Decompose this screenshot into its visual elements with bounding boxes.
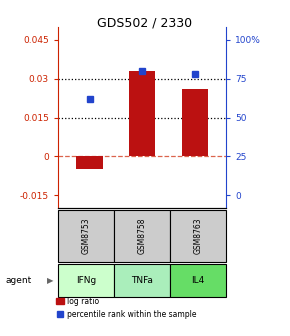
Text: GSM8758: GSM8758	[137, 218, 147, 254]
Bar	[114, 210, 170, 262]
Bar	[58, 264, 114, 297]
Bar	[170, 264, 226, 297]
Bar	[182, 89, 208, 157]
Bar	[129, 71, 155, 157]
Text: GDS502 / 2330: GDS502 / 2330	[97, 17, 193, 30]
Text: IL4: IL4	[191, 276, 205, 285]
Text: GSM8753: GSM8753	[81, 218, 90, 254]
Text: ▶: ▶	[47, 276, 54, 285]
Text: IFNg: IFNg	[76, 276, 96, 285]
Bar	[170, 210, 226, 262]
Text: TNFa: TNFa	[131, 276, 153, 285]
Legend: log ratio, percentile rank within the sample: log ratio, percentile rank within the sa…	[56, 297, 197, 319]
Bar	[58, 210, 114, 262]
Text: agent: agent	[6, 276, 32, 285]
Bar	[76, 157, 103, 169]
Text: GSM8763: GSM8763	[194, 218, 203, 254]
Bar	[114, 264, 170, 297]
